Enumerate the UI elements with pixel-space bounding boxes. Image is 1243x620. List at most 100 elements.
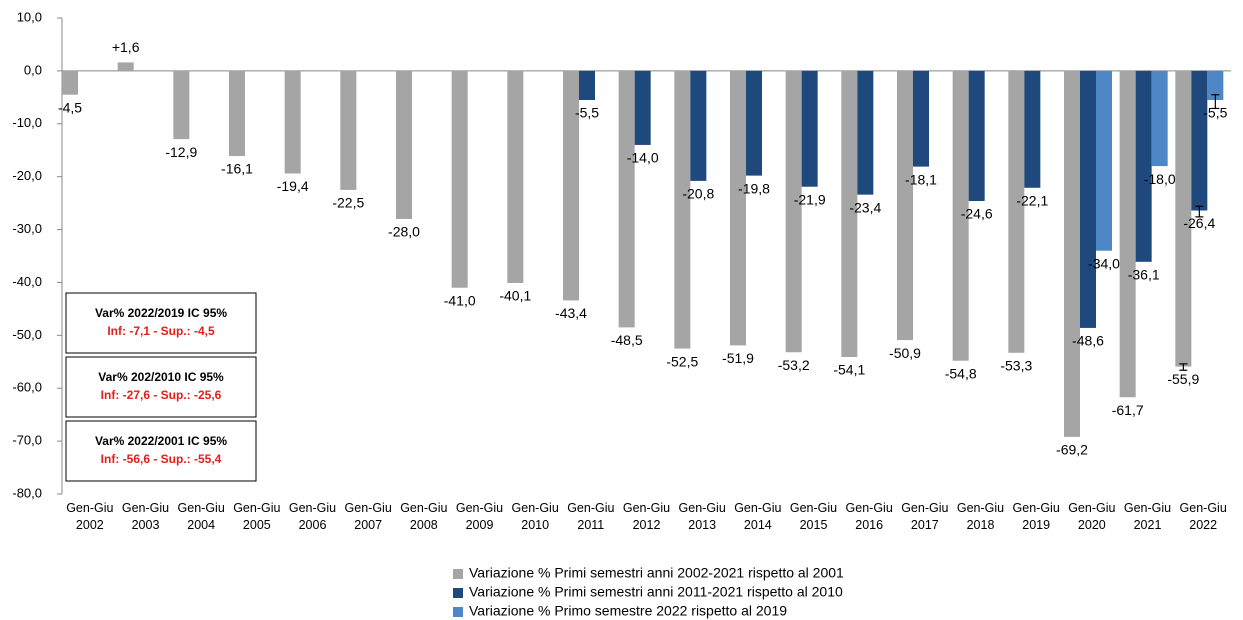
value-label: -18,0 (1144, 171, 1176, 187)
x-tick-label: Gen-Giu 2004 (177, 501, 225, 532)
value-label: -4,5 (58, 99, 82, 115)
x-tick-label: Gen-Giu 2010 (511, 501, 559, 532)
value-label: -51,9 (722, 350, 754, 366)
value-label: -28,0 (388, 224, 420, 240)
bar (857, 70, 874, 195)
bar (730, 70, 746, 346)
legend-swatch (453, 588, 463, 598)
bar (913, 70, 929, 167)
bar (785, 70, 802, 353)
bar (1119, 70, 1136, 398)
x-tick-label: Gen-Giu 2007 (344, 501, 392, 532)
bar (618, 70, 635, 328)
value-label: -24,6 (961, 206, 993, 222)
value-label: -48,6 (1072, 333, 1104, 349)
bar (1064, 70, 1080, 437)
x-tick-label: Gen-Giu 2019 (1012, 501, 1060, 532)
value-label: -18,1 (905, 171, 937, 187)
x-tick-label: Gen-Giu 2008 (400, 501, 448, 532)
x-tick-label: Gen-Giu 2020 (1068, 501, 1116, 532)
bar (62, 70, 78, 95)
y-tick-label: -40,0 (12, 274, 42, 289)
legend-label: Variazione % Primi semestri anni 2002-20… (469, 565, 844, 581)
value-label: -21,9 (794, 191, 826, 207)
value-label: -43,4 (555, 305, 587, 321)
bar (1080, 70, 1096, 328)
annotation-box (65, 420, 257, 482)
bar (952, 70, 969, 361)
value-label: -69,2 (1056, 442, 1088, 458)
value-label: -55,9 (1167, 371, 1199, 387)
bar (1175, 70, 1192, 367)
error-bar (1195, 205, 1204, 218)
bar (579, 70, 595, 100)
value-label: -36,1 (1128, 267, 1160, 283)
x-tick-label: Gen-Giu 2015 (789, 501, 838, 532)
y-tick-label: -80,0 (12, 485, 42, 500)
y-tick-label: -70,0 (12, 433, 42, 448)
annotation-text: Inf: -27,6 - Sup.: -25,6 (101, 388, 222, 402)
value-label: -34,0 (1088, 255, 1120, 271)
error-bar (1211, 94, 1220, 110)
value-label: -22,1 (1016, 192, 1048, 208)
value-label: -54,8 (945, 365, 977, 381)
y-tick-label: -60,0 (12, 380, 42, 395)
value-label: -48,5 (611, 332, 643, 348)
value-label: -61,7 (1112, 402, 1144, 418)
x-tick-label: Gen-Giu 2021 (1123, 501, 1172, 532)
value-label: -54,1 (833, 362, 865, 378)
value-label: -19,4 (277, 178, 309, 194)
annotation-box (65, 356, 257, 418)
bar (674, 70, 691, 349)
value-label: -26,4 (1183, 215, 1215, 231)
annotation-box (65, 292, 257, 354)
bar (746, 70, 762, 176)
x-tick-label: Gen-Giu 2012 (622, 501, 671, 532)
y-tick-label: -30,0 (12, 221, 42, 236)
bar (897, 70, 913, 341)
value-label: -19,8 (738, 180, 770, 196)
value-label: -53,2 (778, 357, 810, 373)
annotation-text: Inf: -56,6 - Sup.: -55,4 (101, 452, 222, 466)
x-tick-label: Gen-Giu 2022 (1179, 501, 1227, 532)
x-tick-label: Gen-Giu 2016 (845, 501, 893, 532)
value-label: -52,5 (666, 353, 698, 369)
value-label: -41,0 (444, 292, 476, 308)
value-label: -20,8 (682, 186, 714, 202)
legend-swatch (453, 607, 463, 617)
value-label: -16,1 (221, 161, 253, 177)
bar (1191, 70, 1208, 211)
bar (396, 70, 412, 219)
value-label: -5,5 (575, 105, 599, 121)
bar (841, 70, 858, 358)
error-bar (1179, 363, 1188, 371)
annotation-title: Var% 2022/2019 IC 95% (95, 306, 227, 320)
bar (1207, 70, 1224, 100)
bar (1151, 70, 1168, 167)
x-tick-label: Gen-Giu 2003 (121, 501, 170, 532)
y-tick-label: 10,0 (17, 9, 42, 24)
bar (451, 70, 468, 288)
bar (507, 70, 524, 283)
bar (690, 70, 707, 181)
y-tick-label: -10,0 (12, 115, 42, 130)
value-label: -50,9 (889, 345, 921, 361)
bar (229, 70, 245, 157)
bar (173, 70, 190, 140)
x-tick-label: Gen-Giu 2006 (288, 501, 337, 532)
annotation-title: Var% 2022/2001 IC 95% (95, 434, 227, 448)
bar (117, 62, 134, 71)
bar (284, 70, 301, 174)
bar (634, 70, 651, 145)
x-tick-label: Gen-Giu 2009 (455, 501, 504, 532)
legend-label: Variazione % Primi semestri anni 2011-20… (469, 584, 843, 600)
x-tick-label: Gen-Giu 2011 (567, 501, 615, 532)
bar (968, 70, 985, 201)
value-label: -12,9 (165, 144, 197, 160)
x-tick-label: Gen-Giu 2018 (956, 501, 1005, 532)
legend-label: Variazione % Primo semestre 2022 rispett… (469, 603, 787, 619)
value-label: -5,5 (1203, 105, 1227, 121)
x-tick-label: Gen-Giu 2005 (233, 501, 281, 532)
